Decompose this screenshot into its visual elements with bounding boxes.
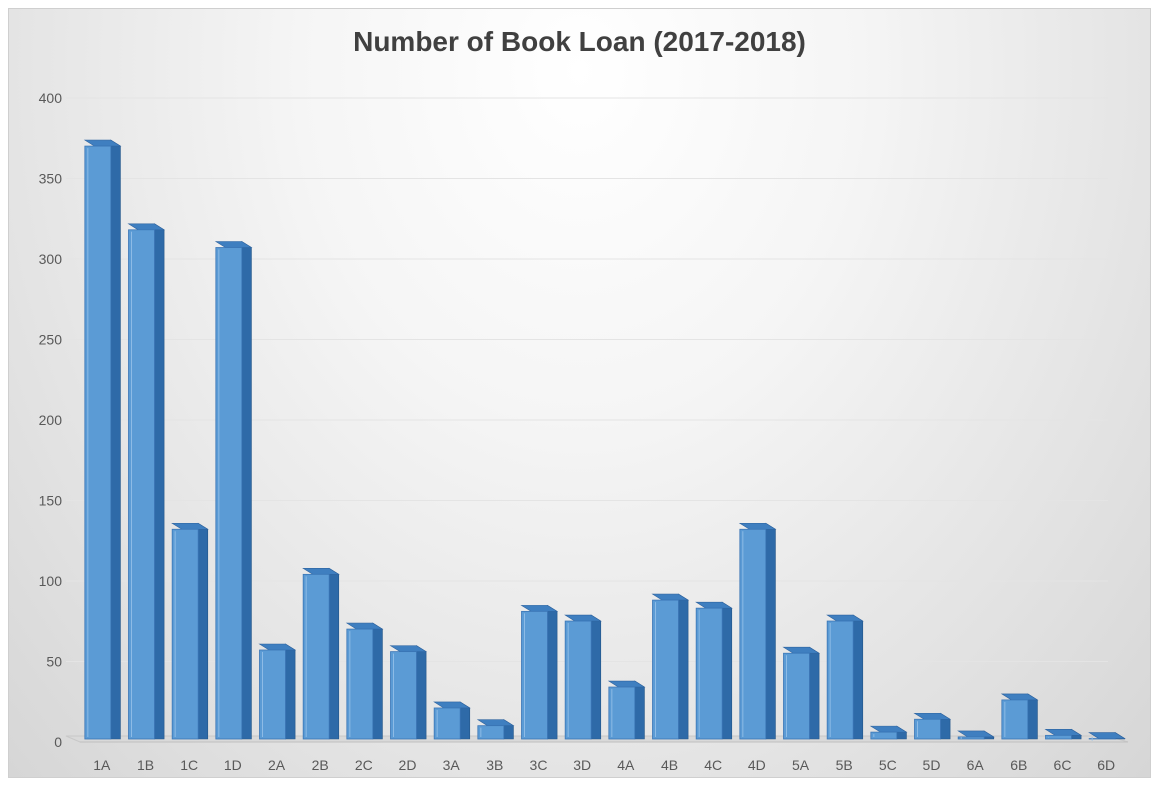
bar [564,620,592,740]
x-tick-label: 2C [355,757,373,773]
y-tick-label: 100 [39,573,63,589]
bar-top [738,522,777,530]
x-tick-label: 4C [704,757,722,773]
bar-top [83,139,122,147]
bar-top [651,593,690,601]
bar-top [1000,693,1039,701]
bar-top [782,646,821,654]
bar-top [389,645,428,652]
bar-side [372,622,383,740]
bar [346,628,374,740]
bar-top [127,223,166,231]
bar-side [678,593,689,740]
bar-top [214,241,253,248]
bar [171,528,199,740]
bar [128,229,155,740]
x-tick-label: 5A [792,757,810,773]
bar-top [913,712,952,720]
bar-top [826,614,864,622]
bar-top [345,622,384,630]
bar [259,649,286,740]
bar-side [765,522,776,740]
bar-top [302,568,340,575]
bar-top [695,601,733,609]
x-tick-label: 2A [268,757,286,773]
bar-top [433,701,471,709]
bar [783,652,810,740]
x-tick-label: 4B [661,757,678,773]
bar-top [564,614,602,622]
x-tick-label: 5D [923,757,941,773]
bar [215,247,243,740]
bar-top [476,719,515,726]
x-tick-label: 3A [443,757,461,773]
bar [608,686,636,740]
bar-side [154,223,165,740]
y-tick-label: 50 [46,654,62,670]
bar-side [197,522,209,740]
bar [739,528,767,740]
bar-top [869,725,908,733]
bar [477,725,505,740]
chart-title: Number of Book Loan (2017-2018) [353,26,806,57]
bar [302,573,330,740]
bar [652,599,679,740]
x-tick-label: 1D [224,757,242,773]
bar [390,651,417,740]
x-tick-label: 6C [1054,757,1072,773]
x-tick-label: 3C [530,757,548,773]
bar [957,736,985,740]
x-tick-label: 4A [617,757,635,773]
bar-top [520,605,559,612]
bar-top [171,522,209,530]
bar-side [110,139,121,740]
bar-side [852,614,864,740]
x-tick-label: 1C [180,757,198,773]
bar-top [1088,732,1126,739]
x-tick-label: 2D [399,757,417,773]
bar [1045,734,1072,740]
bar-top [258,643,297,651]
x-tick-label: 3B [486,757,503,773]
y-tick-label: 200 [39,412,63,428]
bar-top [607,680,646,688]
bar-side [634,680,645,740]
x-tick-label: 5C [879,757,897,773]
x-tick-label: 4D [748,757,766,773]
bar [521,610,548,740]
bar-side [590,614,602,740]
bar-top [957,730,995,738]
x-tick-label: 2B [312,757,329,773]
bar-side [241,240,252,740]
y-tick-label: 0 [54,734,62,750]
x-tick-label: 6B [1010,757,1027,773]
bar [826,620,854,740]
y-tick-label: 400 [39,90,63,106]
bar-side [809,646,820,740]
bar-side [547,604,558,740]
y-tick-label: 150 [39,493,63,509]
bar [84,145,112,740]
bar [870,731,898,740]
bar-side [1027,693,1038,740]
x-tick-label: 5B [836,757,853,773]
x-tick-label: 3D [573,757,591,773]
bar-side [416,645,427,740]
x-tick-label: 1A [93,757,111,773]
bar-top [1044,729,1083,736]
bar [1001,699,1029,740]
x-tick-label: 1B [137,757,154,773]
bar [695,607,723,740]
y-tick-label: 300 [39,251,63,267]
x-tick-label: 6D [1097,757,1115,773]
y-tick-label: 250 [39,332,63,348]
bar-side [721,601,733,740]
y-tick-label: 350 [39,171,63,187]
bar [433,707,461,740]
bar [914,718,941,740]
bar-side [285,643,296,740]
bar-side [328,567,340,740]
x-tick-label: 6A [967,757,985,773]
